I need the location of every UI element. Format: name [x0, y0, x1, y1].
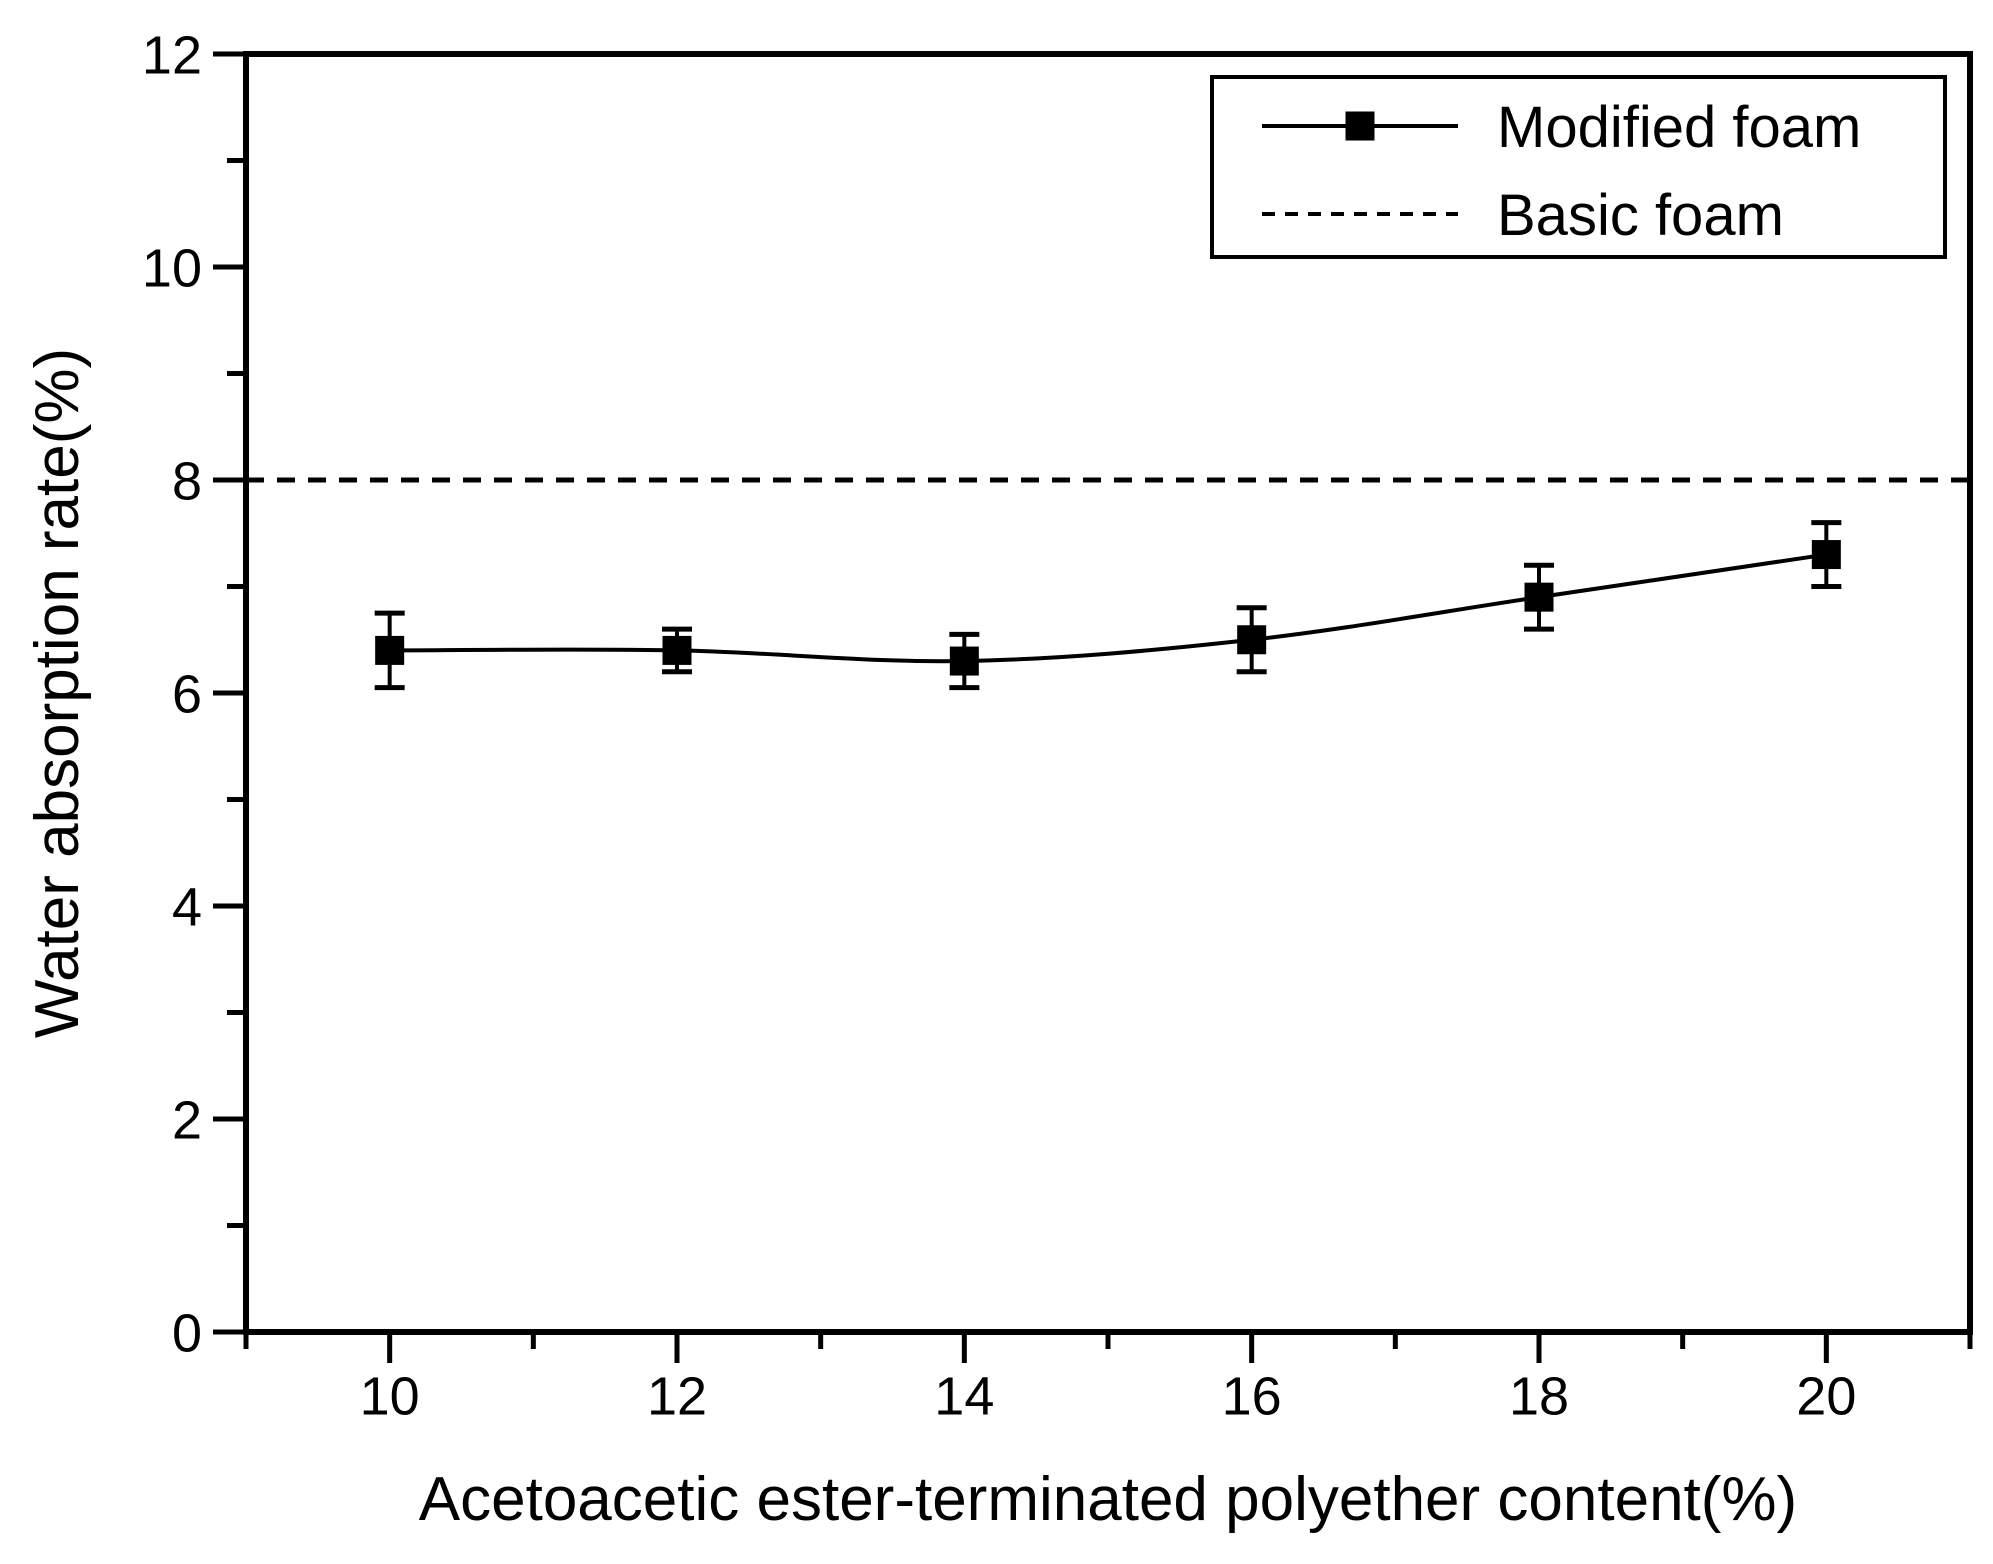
y-axis-title: Water absorption rate(%): [23, 348, 92, 1038]
y-tick-label: 8: [172, 451, 202, 511]
data-point-marker: [1524, 582, 1554, 612]
x-tick-label: 10: [360, 1366, 420, 1426]
x-axis-title: Acetoacetic ester-terminated polyether c…: [419, 1465, 1797, 1534]
y-tick-label: 4: [172, 877, 202, 937]
data-point-marker: [375, 635, 405, 665]
modified-foam-line: [389, 552, 1827, 664]
plot-frame: [243, 51, 1973, 1335]
y-tick-label: 2: [172, 1090, 202, 1150]
legend-label-basic-foam: Basic foam: [1497, 183, 1784, 248]
y-tick-label: 12: [142, 25, 202, 85]
y-tick-label: 0: [172, 1303, 202, 1363]
legend-label-modified-foam: Modified foam: [1497, 95, 1861, 160]
y-tick-label: 10: [142, 238, 202, 298]
data-point-marker: [662, 635, 692, 665]
y-tick-label: 6: [172, 664, 202, 724]
data-point-marker: [949, 646, 979, 676]
x-tick-label: 20: [1796, 1366, 1856, 1426]
legend-box: [1210, 75, 1947, 259]
x-tick-label: 14: [934, 1366, 994, 1426]
legend-sample-marker-square: [1345, 111, 1375, 141]
x-tick-label: 16: [1222, 1366, 1282, 1426]
x-tick-label: 12: [647, 1366, 707, 1426]
data-point-marker: [1237, 625, 1267, 655]
data-point-marker: [1811, 540, 1841, 570]
x-tick-label: 18: [1509, 1366, 1569, 1426]
